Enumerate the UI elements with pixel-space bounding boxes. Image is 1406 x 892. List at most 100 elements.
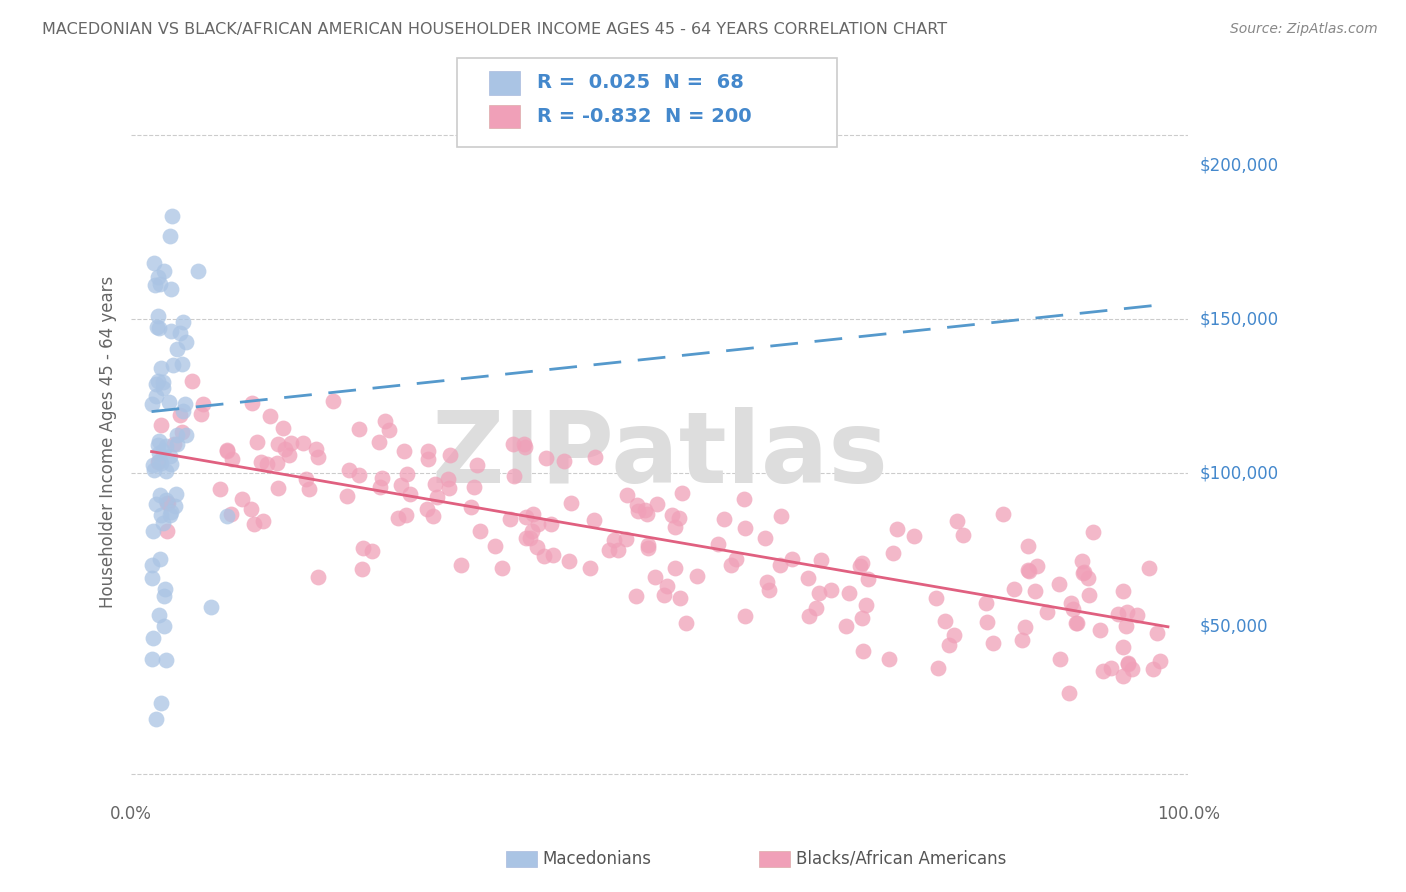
Point [231, 492, 253, 507]
Point [159, 228, 181, 243]
Point [347, 467, 370, 482]
Point [378, 423, 401, 437]
Point [1137, 561, 1160, 575]
Point [1112, 669, 1135, 683]
Point [849, 559, 872, 574]
Point [305, 442, 328, 456]
Point [808, 586, 831, 600]
Point [1026, 559, 1049, 574]
Point [165, 487, 187, 501]
Point [852, 644, 875, 658]
Text: $200,000: $200,000 [1199, 157, 1278, 175]
Point [373, 413, 395, 427]
Point [1049, 652, 1071, 666]
Point [733, 492, 755, 507]
Point [991, 507, 1014, 521]
Point [141, 652, 163, 666]
Point [172, 403, 194, 417]
Point [152, 589, 174, 603]
Point [1071, 566, 1094, 581]
Point [146, 455, 169, 469]
Point [160, 457, 183, 471]
Point [770, 508, 793, 523]
Point [166, 437, 188, 451]
Point [1060, 597, 1083, 611]
Point [1125, 608, 1147, 623]
Point [1018, 564, 1040, 578]
Point [337, 463, 360, 477]
Point [394, 444, 416, 458]
Point [886, 522, 908, 536]
Point [797, 608, 820, 623]
Point [141, 397, 163, 411]
Point [634, 503, 657, 517]
Point [652, 588, 675, 602]
Point [583, 513, 606, 527]
Point [1062, 602, 1084, 616]
Point [1116, 605, 1139, 619]
Point [149, 488, 172, 502]
Point [602, 533, 624, 548]
Point [976, 615, 998, 629]
Point [209, 482, 232, 496]
Point [156, 524, 179, 538]
Point [616, 488, 638, 502]
Point [246, 435, 269, 450]
Point [389, 478, 412, 492]
Point [426, 490, 449, 504]
Point [367, 434, 389, 449]
Point [1070, 554, 1092, 568]
Point [371, 471, 394, 485]
Point [1078, 588, 1101, 602]
Text: Blacks/African Americans: Blacks/African Americans [796, 850, 1007, 868]
Point [190, 407, 212, 421]
Point [1077, 571, 1099, 585]
Point [347, 422, 370, 436]
Point [155, 653, 177, 667]
Point [298, 482, 321, 496]
Point [671, 485, 693, 500]
Point [160, 324, 183, 338]
Point [146, 309, 169, 323]
Point [1111, 640, 1133, 654]
Point [724, 552, 747, 566]
Point [707, 537, 730, 551]
Point [820, 583, 842, 598]
Point [515, 510, 537, 524]
Point [797, 571, 820, 585]
Point [148, 453, 170, 467]
Point [769, 558, 792, 572]
Point [256, 458, 278, 472]
Point [141, 571, 163, 585]
Point [159, 508, 181, 522]
Point [668, 511, 690, 525]
Point [152, 516, 174, 530]
Point [280, 435, 302, 450]
Point [215, 509, 238, 524]
Point [152, 264, 174, 278]
Point [153, 582, 176, 597]
Point [655, 579, 678, 593]
Point [502, 437, 524, 451]
Point [418, 443, 440, 458]
Text: Source: ZipAtlas.com: Source: ZipAtlas.com [1230, 22, 1378, 37]
Point [838, 586, 860, 600]
Point [637, 538, 659, 552]
Point [169, 326, 191, 341]
Point [160, 505, 183, 519]
Point [142, 463, 165, 477]
Point [851, 611, 873, 625]
Point [146, 438, 169, 452]
Point [157, 394, 180, 409]
Point [252, 515, 274, 529]
Point [170, 357, 193, 371]
Point [162, 358, 184, 372]
Point [1149, 654, 1171, 668]
Point [513, 436, 536, 450]
Point [484, 540, 506, 554]
Text: MACEDONIAN VS BLACK/AFRICAN AMERICAN HOUSEHOLDER INCOME AGES 45 - 64 YEARS CORRE: MACEDONIAN VS BLACK/AFRICAN AMERICAN HOU… [42, 22, 948, 37]
Point [519, 531, 541, 545]
Point [146, 320, 169, 334]
Point [925, 591, 948, 606]
Point [1090, 623, 1112, 637]
